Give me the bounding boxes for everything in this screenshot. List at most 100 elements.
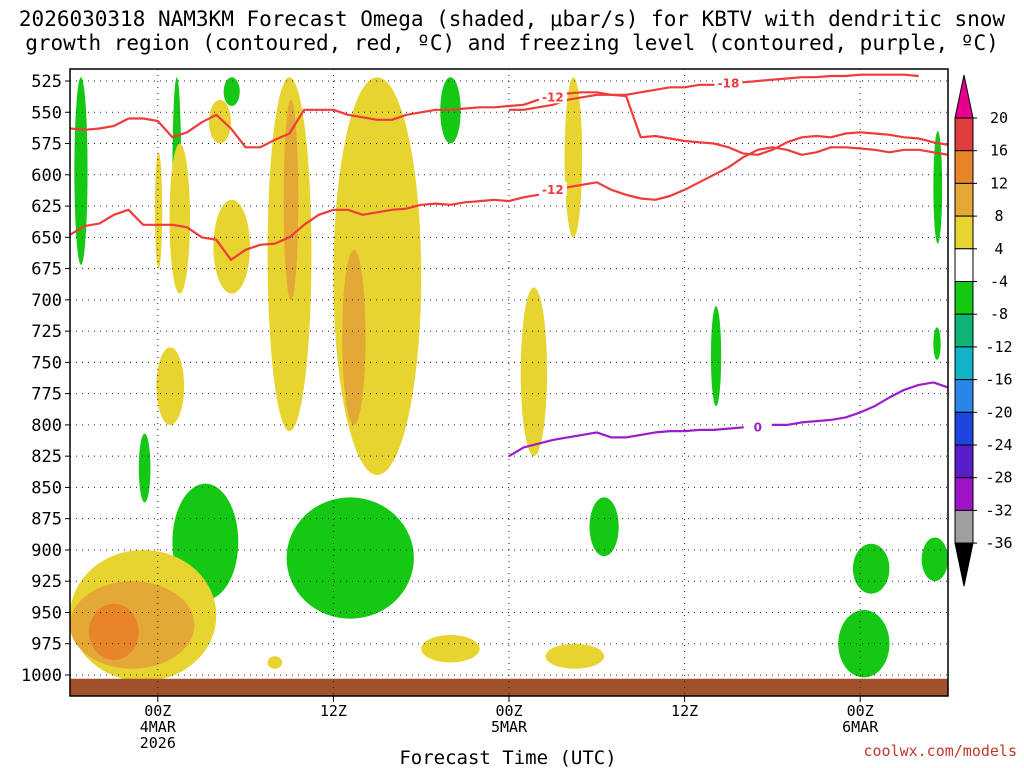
contour-label-1: -12 [542,90,564,104]
colorbar-tick-label-1: 16 [990,142,1008,160]
y-tick-label-775: 775 [31,385,62,405]
colorbar-bin-2 [954,150,974,184]
colorbar-bin-4 [954,215,974,250]
contour-label-bg-0 [714,75,743,90]
y-tick-label-800: 800 [31,416,62,436]
contour-0 [509,73,919,111]
contour-3 [508,381,948,458]
colorbar-tick-label-6: -8 [990,305,1008,323]
omega-region-uplift-small-dot [138,433,151,503]
colorbar-top-arrow [954,74,974,119]
y-tick-label-750: 750 [31,353,62,373]
colorbar-tick-label-2: 12 [990,174,1008,192]
omega-region-sink-thin-top [564,77,583,238]
x-tick-label-42-0: 12Z [671,702,698,720]
colorbar: 20 16 12 8 4 -4 -8 -12 -16 -20 -24 -28 -32 -36 [954,74,1013,587]
colorbar-tick-label-5: -4 [990,273,1008,291]
omega-region-sink-column-B-core [342,249,366,425]
chart-title-line-2: growth region (contoured, red, ºC) and f… [25,31,999,55]
x-tick-label-54-1: 6MAR [842,718,879,736]
omega-region-sink-small-mid [156,347,185,425]
colorbar-bin-8 [954,346,974,381]
omega-region-sink-low-small-1 [421,634,480,663]
y-tick-label-625: 625 [31,197,62,217]
x-axis-label: Forecast Time (UTC) [399,747,616,768]
y-tick-label-725: 725 [31,322,62,342]
colorbar-tick-label-8: -16 [985,371,1012,389]
omega-region-sink-descending-arm [213,199,250,294]
omega-region-uplift-right-mid [589,497,619,557]
colorbar-tick-label-10: -24 [985,436,1012,454]
colorbar-bin-12 [954,477,974,511]
omega-region-sink-thin-left [154,152,163,269]
colorbar-tick-label-11: -28 [985,469,1012,487]
y-tick-label-950: 950 [31,603,62,623]
contour-label-bg-3 [743,419,772,434]
contour-2 [70,146,948,261]
omega-region-sink-lower-left-max [89,603,139,660]
contour-labels: -18 -12 -12 0 [538,75,772,434]
omega-region-uplift-left-top [74,77,88,265]
colorbar-tick-label-9: -20 [985,403,1012,421]
y-tick-label-875: 875 [31,510,62,530]
y-tick-label-850: 850 [31,478,62,498]
y-tick-label-550: 550 [31,103,62,123]
x-tick-label-6-2: 2026 [140,734,176,752]
colorbar-tick-label-12: -32 [985,501,1012,519]
colorbar-bin-9 [954,379,974,413]
colorbar-tick-label-7: -12 [985,338,1012,356]
y-tick-label-900: 900 [31,541,62,561]
omega-region-uplift-lower-right [852,543,890,594]
contour-lines [70,73,948,458]
y-tick-label-600: 600 [31,166,62,186]
y-tick-label-650: 650 [31,228,62,248]
contour-label-3: 0 [754,420,762,434]
contour-1 [70,91,948,156]
x-tick-label-18-0: 12Z [320,702,347,720]
y-tick-label-825: 825 [31,447,62,467]
y-tick-label-525: 525 [31,72,62,92]
colorbar-bin-10 [954,411,974,446]
contour-label-2: -12 [542,183,564,197]
colorbar-bin-7 [954,313,974,348]
omega-region-uplift-thin-edge [933,131,943,244]
chart-title-line-1: 2026030318 NAM3KM Forecast Omega (shaded… [19,7,1006,31]
plot-area: -18 -12 -12 0 525 550 575 600 625 650 675 700 725 750… [21,68,949,752]
omega-region-uplift-edge-right [921,537,948,582]
colorbar-tick-label-4: 4 [994,240,1003,258]
colorbar-bin-6 [954,281,974,315]
colorbar-bin-3 [954,182,974,217]
colorbar-bin-13 [954,509,974,544]
y-tick-label-575: 575 [31,135,62,155]
colorbar-tick-label-3: 8 [994,207,1003,225]
y-tick-label-675: 675 [31,260,62,280]
omega-region-uplift-bottom-right [838,609,890,678]
y-tick-label-925: 925 [31,572,62,592]
omega-region-sink-column-A-core [283,99,299,300]
contour-label-0: -18 [718,77,740,91]
x-tick-label-54-0: 00Z [847,702,874,720]
y-tick-label-700: 700 [31,291,62,311]
omega-region-sink-upper-small [209,99,231,144]
contour-label-bg-2 [538,181,567,196]
colorbar-tick-label-13: -36 [985,534,1012,552]
y-tick-label-1000: 1000 [21,666,62,686]
x-tick-label-30-1: 5MAR [491,718,528,736]
omega-shading [70,77,948,696]
x-tick-label-6-0: 00Z [144,702,171,720]
colorbar-tick-label-0: 20 [990,109,1008,127]
omega-region-sink-early-column [169,143,190,294]
omega-region-sink-low-dot [267,656,283,669]
omega-region-sink-mid-thin [520,287,548,457]
credit-text: coolwx.com/models [863,742,1017,760]
contour-label-bg-1 [538,89,567,104]
y-axis: 525 550 575 600 625 650 675 700 725 750 775 800 825 8… [21,72,70,686]
colorbar-bin-5 [954,248,974,283]
y-tick-label-975: 975 [31,635,62,655]
omega-region-uplift-thin-right [710,306,722,407]
omega-region-sink-low-small-2 [545,643,605,669]
x-tick-label-6-1: 4MAR [140,718,177,736]
colorbar-bin-1 [954,117,974,152]
